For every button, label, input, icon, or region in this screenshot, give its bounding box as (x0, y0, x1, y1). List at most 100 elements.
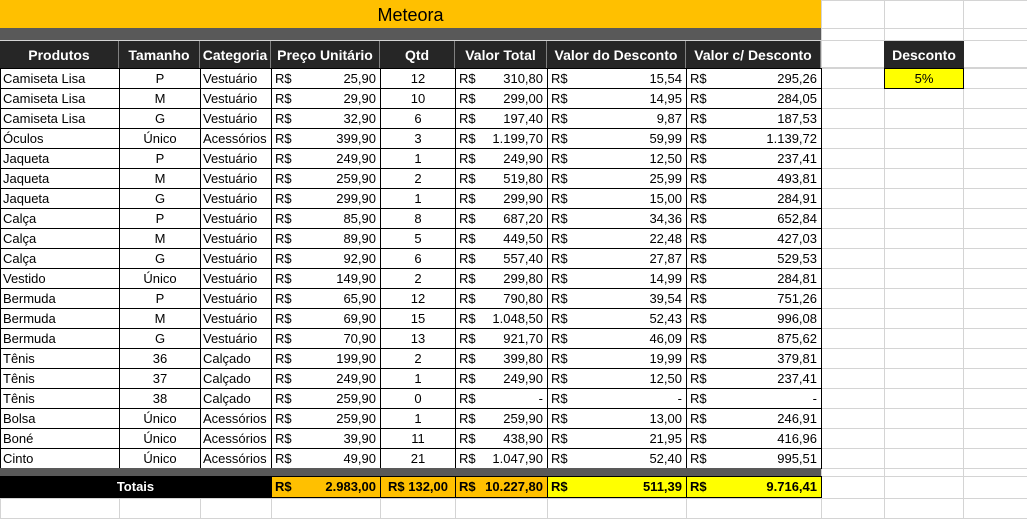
amount: 65,90 (343, 291, 376, 306)
cell: Vestuário (200, 328, 272, 349)
cell: 0 (380, 388, 456, 409)
currency-cell: R$ 92,90 (271, 248, 381, 269)
discount-label: Desconto (884, 41, 964, 68)
currency: R$ (551, 411, 568, 426)
cell: M (119, 308, 201, 329)
separator (0, 468, 821, 476)
currency: R$ (690, 211, 707, 226)
currency: R$ (459, 371, 476, 386)
cell: P (119, 148, 201, 169)
currency: R$ (459, 431, 476, 446)
currency: R$ (459, 71, 476, 86)
amount: 246,91 (777, 411, 817, 426)
cell: Vestuário (200, 288, 272, 309)
amount: 284,05 (777, 91, 817, 106)
currency: R$ (551, 331, 568, 346)
cell: Bermuda (0, 328, 120, 349)
currency: R$ (551, 131, 568, 146)
currency-cell: R$ 187,53 (686, 108, 822, 129)
amount: 299,80 (503, 271, 543, 286)
cell: Bermuda (0, 288, 120, 309)
currency-cell: R$ 379,81 (686, 348, 822, 369)
cell: Único (119, 408, 201, 429)
cell: Tênis (0, 348, 120, 369)
total-cell: R$ 9.716,41 (686, 476, 822, 498)
amount: 310,80 (503, 71, 543, 86)
amount: 46,09 (649, 331, 682, 346)
amount: 996,08 (777, 311, 817, 326)
currency-cell: R$ 249,90 (455, 148, 548, 169)
cell: G (119, 328, 201, 349)
currency: R$ (459, 211, 476, 226)
amount: 249,90 (503, 151, 543, 166)
currency-cell: R$ 299,00 (455, 88, 548, 109)
currency-cell: R$ 438,90 (455, 428, 548, 449)
cell: Vestuário (200, 308, 272, 329)
currency: R$ (551, 191, 568, 206)
amount: 511,39 (642, 479, 682, 494)
amount: 34,36 (649, 211, 682, 226)
currency: R$ (459, 331, 476, 346)
cell: P (119, 68, 201, 89)
currency-cell: R$ 14,95 (547, 88, 687, 109)
currency: R$ (551, 351, 568, 366)
currency-cell: R$ 70,90 (271, 328, 381, 349)
grid-line (963, 0, 964, 518)
separator (0, 28, 821, 40)
cell: Cinto (0, 448, 120, 469)
currency-cell: R$ 996,08 (686, 308, 822, 329)
cell: G (119, 248, 201, 269)
cell: Vestuário (200, 208, 272, 229)
currency: R$ (459, 111, 476, 126)
amount: 249,90 (336, 151, 376, 166)
currency: R$ (690, 151, 707, 166)
currency: R$ (459, 451, 476, 466)
currency-cell: R$ 39,90 (271, 428, 381, 449)
currency: R$ (459, 479, 476, 494)
cell: Calça (0, 208, 120, 229)
cell: Vestuário (200, 168, 272, 189)
currency-cell: R$ 19,99 (547, 348, 687, 369)
amount: 259,90 (336, 411, 376, 426)
currency: R$ (275, 131, 292, 146)
cell: G (119, 108, 201, 129)
grid-line (0, 40, 1027, 41)
total-cell: R$ 10.227,80 (455, 476, 548, 498)
cell: Camiseta Lisa (0, 88, 120, 109)
amount: 519,80 (503, 171, 543, 186)
currency-cell: R$ 652,84 (686, 208, 822, 229)
currency-cell: R$ 557,40 (455, 248, 548, 269)
cell: 2 (380, 168, 456, 189)
currency: R$ (690, 479, 707, 494)
cell: Vestuário (200, 248, 272, 269)
cell: Bermuda (0, 308, 120, 329)
total-cell: R$ 511,39 (547, 476, 687, 498)
amount: 751,26 (777, 291, 817, 306)
amount: 199,90 (336, 351, 376, 366)
amount: 85,90 (343, 211, 376, 226)
cell: Jaqueta (0, 148, 120, 169)
cell: 1 (380, 368, 456, 389)
cell: Calçado (200, 348, 272, 369)
currency-cell: R$ - (455, 388, 548, 409)
currency: R$ (275, 479, 292, 494)
cell: 8 (380, 208, 456, 229)
amount: 22,48 (649, 231, 682, 246)
currency: R$ (551, 171, 568, 186)
amount: 875,62 (777, 331, 817, 346)
currency: R$ (690, 231, 707, 246)
currency-cell: R$ 25,99 (547, 168, 687, 189)
amount: 92,90 (343, 251, 376, 266)
currency: R$ (690, 351, 707, 366)
cell: Único (119, 428, 201, 449)
currency: R$ (275, 251, 292, 266)
currency: R$ (459, 271, 476, 286)
cell: Jaqueta (0, 168, 120, 189)
amount: 89,90 (343, 231, 376, 246)
currency-cell: R$ 15,54 (547, 68, 687, 89)
cell: Camiseta Lisa (0, 68, 120, 89)
currency: R$ (551, 271, 568, 286)
currency: R$ (690, 91, 707, 106)
cell: 12 (380, 288, 456, 309)
currency: R$ (690, 311, 707, 326)
